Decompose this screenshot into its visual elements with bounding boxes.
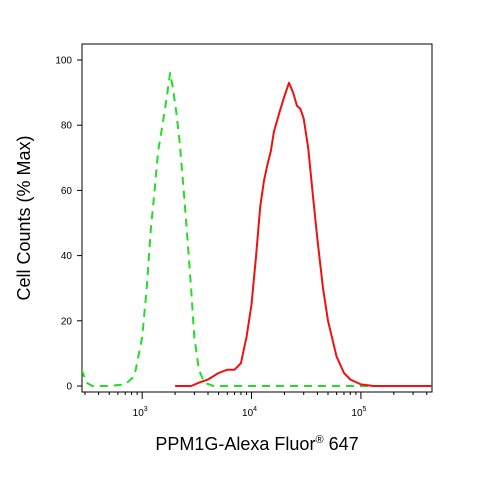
plot-frame bbox=[81, 43, 433, 393]
x-axis-title: PPM1G-Alexa Fluor® 647 bbox=[155, 434, 358, 454]
series-line-red-solid bbox=[175, 81, 432, 387]
x-axis-title-text: PPM1G-Alexa Fluor bbox=[155, 434, 315, 454]
y-axis-ticks: 0 20 40 60 80 100 bbox=[55, 56, 82, 393]
series-line-green-dashed bbox=[82, 72, 432, 387]
x-axis-title-superscript: ® bbox=[315, 434, 323, 446]
x-tick-label: 105 bbox=[351, 406, 366, 419]
y-tick-label: 20 bbox=[61, 316, 73, 327]
y-axis-title: Cell Counts (% Max) bbox=[14, 135, 34, 300]
y-tick-label: 80 bbox=[61, 121, 73, 132]
y-tick-label: 100 bbox=[55, 56, 72, 67]
x-axis-ticks: 103 104 105 bbox=[84, 392, 428, 419]
y-tick-label: 60 bbox=[61, 186, 73, 197]
x-axis-title-suffix: 647 bbox=[324, 434, 359, 454]
series-layer bbox=[82, 72, 432, 387]
x-tick-label: 104 bbox=[242, 406, 257, 419]
y-tick-label: 0 bbox=[66, 382, 72, 393]
y-tick-label: 40 bbox=[61, 251, 73, 262]
x-tick-label: 103 bbox=[133, 406, 148, 419]
